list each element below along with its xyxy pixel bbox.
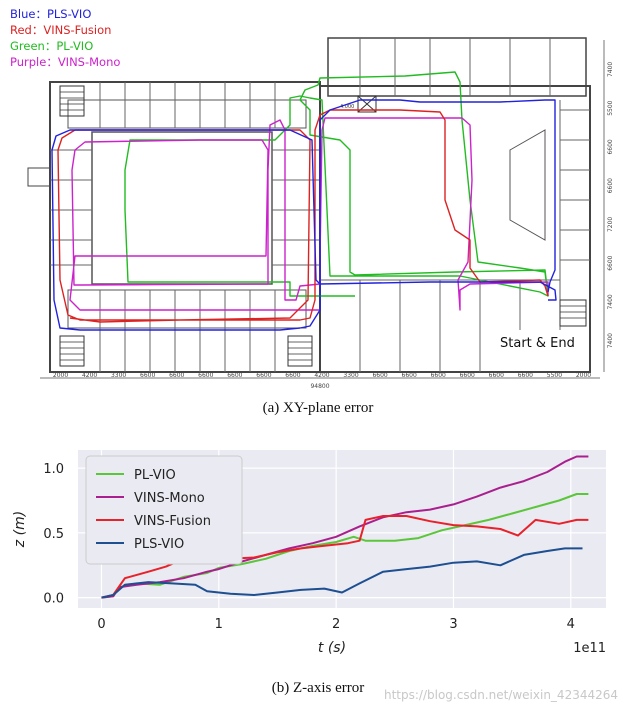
stair-label: 4.000: [340, 104, 354, 110]
x-axis-label: t (s): [318, 640, 346, 656]
chart-legend: PL-VIO VINS-Mono VINS-Fusion PLS-VIO: [85, 455, 243, 565]
x-tick-label: 0: [97, 617, 105, 632]
watermark: https://blog.csdn.net/weixin_42344264: [384, 688, 619, 702]
dimension-label: 6600: [460, 372, 475, 379]
dimension-labels: 2000 4200 3300 6600 6600 6600 6600 6600 6600 4200…: [53, 372, 591, 379]
side-dimension-labels: 7400 5500 6600 6600 7200 6600 7400 7400: [607, 62, 614, 349]
side-dimension-label: 6600: [607, 255, 614, 270]
dimension-label: 2000: [53, 372, 68, 379]
legend-box: [85, 455, 243, 565]
legend-blue: Blue：PLS-VIO: [10, 7, 92, 21]
dimension-label: 4200: [314, 372, 329, 379]
x-tick-label: 1: [215, 617, 223, 632]
dimension-label: 3300: [111, 372, 126, 379]
dimension-label: 2000: [576, 372, 591, 379]
start-end-label: Start & End: [500, 336, 575, 351]
dimension-label: 4200: [82, 372, 97, 379]
dimension-label: 6600: [518, 372, 533, 379]
trajectory-pl-vio: [124, 71, 549, 297]
y-axis-label: z (m): [12, 511, 28, 548]
dimension-label: 6600: [169, 372, 184, 379]
z-error-chart: 0 1 2 3 4 0.0 0.5 1.0 z (m) t (s) 1e11 PL-VIO VI…: [12, 450, 606, 656]
x-tick-label: 3: [449, 617, 457, 632]
y-tick-label: 0.0: [43, 592, 64, 607]
side-dimension-label: 7400: [607, 294, 614, 309]
trajectories: [51, 71, 557, 331]
side-dimension-label: 7400: [607, 62, 614, 77]
side-dimension-label: 5500: [607, 100, 614, 115]
floor-plan-walls: [27, 37, 605, 379]
floor-plan: 2000 4200 3300 6600 6600 6600 6600 6600 6600 4200…: [27, 37, 614, 390]
series-line-pls-vio: [101, 547, 583, 599]
x-tick-label: 2: [332, 617, 340, 632]
side-dimension-label: 6600: [607, 178, 614, 193]
tick-labels: 0 1 2 3 4 0.0 0.5 1.0: [43, 462, 575, 632]
y-tick-label: 0.5: [43, 527, 64, 542]
x-offset-label: 1e11: [573, 641, 606, 656]
dimension-label: 6600: [285, 372, 300, 379]
dimension-label: 6600: [198, 372, 213, 379]
side-dimension-label: 6600: [607, 139, 614, 154]
series-lines: [101, 455, 589, 599]
dimension-label: 6600: [256, 372, 271, 379]
legend-red: Red：VINS-Fusion: [10, 23, 112, 37]
caption-a: (a) XY-plane error: [262, 400, 374, 416]
legend-green: Green：PL-VIO: [10, 39, 94, 53]
legend-label: PLS-VIO: [134, 537, 184, 552]
side-dimension-label: 7400: [607, 333, 614, 348]
legend-label: VINS-Fusion: [134, 514, 211, 529]
trajectory-pls-vio: [51, 99, 557, 331]
dimension-label: 6600: [227, 372, 242, 379]
x-tick-label: 4: [567, 617, 575, 632]
caption-b: (b) Z-axis error: [271, 680, 365, 696]
total-dimension-label: 94800: [310, 383, 329, 390]
dimension-label: 3300: [343, 372, 358, 379]
legend-label: VINS-Mono: [134, 491, 205, 506]
dimension-label: 6600: [140, 372, 155, 379]
dimension-label: 5500: [547, 372, 562, 379]
series-line-pl-vio: [101, 493, 589, 599]
dimension-label: 6600: [402, 372, 417, 379]
trajectory-legend: Blue：PLS-VIO Red：VINS-Fusion Green：PL-VI…: [10, 6, 120, 70]
legend-label: PL-VIO: [134, 468, 176, 483]
dimension-label: 6600: [489, 372, 504, 379]
side-dimension-label: 7200: [607, 217, 614, 232]
legend-purple: Purple：VINS-Mono: [10, 55, 121, 69]
dimension-label: 6600: [372, 372, 387, 379]
trajectory-vins-fusion: [57, 109, 549, 323]
y-tick-label: 1.0: [43, 462, 64, 477]
dimension-label: 6600: [431, 372, 446, 379]
series-line-vins-fusion: [101, 515, 589, 599]
